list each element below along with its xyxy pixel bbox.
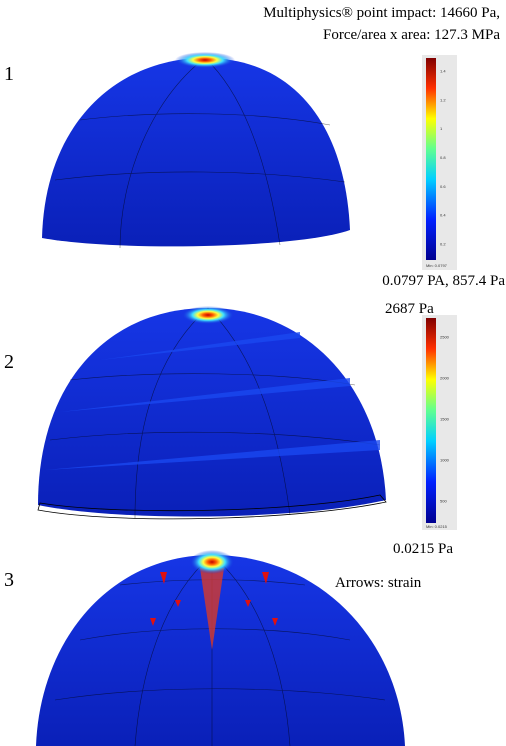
colorbar [426,58,436,260]
colorbar-tick-label: 500 [440,499,447,504]
colorbar-tick-label: 0.4 [440,213,446,218]
dome-render [42,52,350,249]
caption: 0.0797 PA, 857.4 Pa [382,273,505,289]
colorbar-max: 2687 Pa [385,301,434,317]
colorbar-tick-label: 0.2 [440,242,446,247]
colorbar-tick-label: 1.2 [440,97,446,102]
caption: 0.0215 Pa [393,541,453,557]
colorbar-tick-label: 0.6 [440,184,446,189]
colorbar-tick-label: 2500 [440,335,450,340]
colorbar [426,318,436,523]
colorbar-tick-label: 1.4 [440,68,446,73]
dome-render [37,306,387,520]
colorbar-tick-label: 2000 [440,376,450,381]
panel-label: 2 [4,351,14,373]
panel-label: 3 [4,569,14,591]
header-line: Multiphysics® point impact: 14660 Pa, [263,5,500,21]
dome-render [36,550,405,746]
colorbar-min: Min: 0.0215 [426,524,448,529]
colorbar-tick-label: 1000 [440,458,450,463]
colorbar-tick-label: 0.8 [440,155,446,160]
colorbar-min: Min: 0.0797 [426,263,448,268]
header-line: Force/area x area: 127.3 MPa [323,27,500,43]
panel-label: 1 [4,63,14,85]
colorbar-tick-label: 1 [440,126,443,131]
colorbar-tick-label: 1500 [440,417,450,422]
note: Arrows: strain [335,575,422,591]
